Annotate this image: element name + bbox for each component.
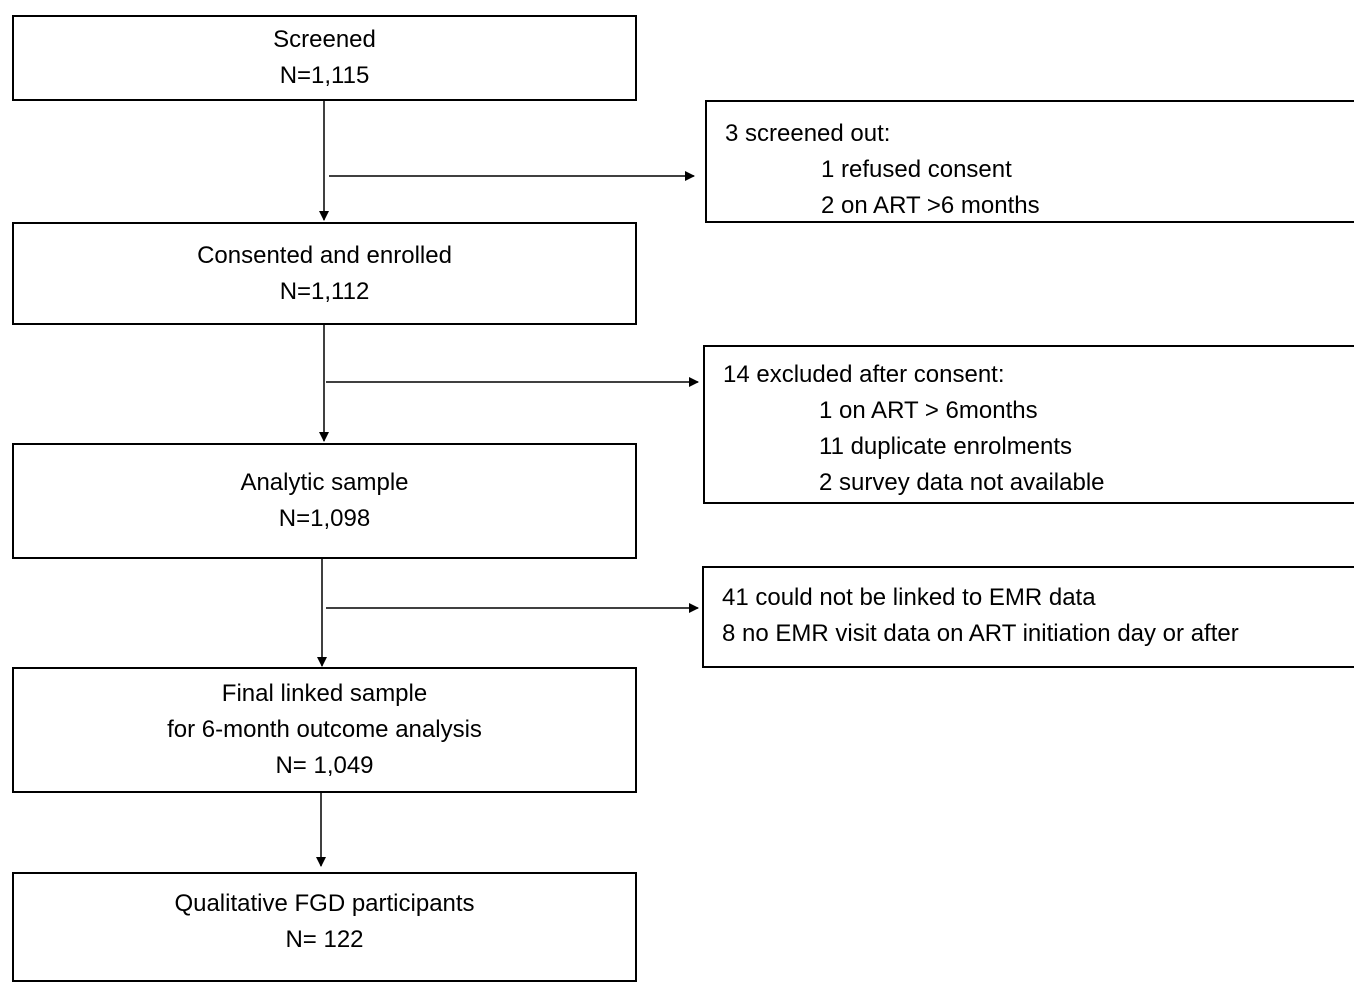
qualitative-count: N= 122 <box>285 926 364 953</box>
excluded-item: 2 survey data not available <box>819 469 1105 496</box>
screened-count: N=1,115 <box>279 62 370 89</box>
excluded-item: 11 duplicate enrolments <box>819 433 1073 460</box>
qualitative-title: Qualitative FGD participants <box>174 890 475 917</box>
analytic-count: N=1,098 <box>278 505 371 532</box>
excluded-heading: 14 excluded after consent: <box>723 361 1005 388</box>
analytic-title: Analytic sample <box>240 469 409 496</box>
final-box: Final linked sample for 6-month outcome … <box>12 667 637 793</box>
unlinked-line: 41 could not be linked to EMR data <box>722 584 1096 611</box>
enrolled-title: Consented and enrolled <box>197 241 452 269</box>
screened-out-heading: 3 screened out: <box>725 120 891 147</box>
unlinked-box: 41 could not be linked to EMR data 8 no … <box>702 566 1354 668</box>
screened-out-box: 3 screened out: 1 refused consent 2 on A… <box>705 100 1354 223</box>
excluded-item: 1 on ART > 6months <box>819 397 1038 424</box>
screened-out-item: 2 on ART >6 months <box>821 192 1040 219</box>
screened-title: Screened <box>273 26 376 53</box>
final-title: Final linked sample <box>221 680 428 707</box>
unlinked-line: 8 no EMR visit data on ART initiation da… <box>722 620 1239 647</box>
enrolled-box: Consented and enrolled N=1,112 <box>12 222 637 325</box>
final-subtitle: for 6-month outcome analysis <box>167 716 482 743</box>
qualitative-box: Qualitative FGD participants N= 122 <box>12 872 637 982</box>
final-count: N= 1,049 <box>275 752 374 779</box>
screened-out-item: 1 refused consent <box>821 156 1012 183</box>
excluded-box: 14 excluded after consent: 1 on ART > 6m… <box>703 345 1354 504</box>
analytic-box: Analytic sample N=1,098 <box>12 443 637 559</box>
enrolled-count: N=1,112 <box>279 277 370 305</box>
screened-box: Screened N=1,115 <box>12 15 637 101</box>
